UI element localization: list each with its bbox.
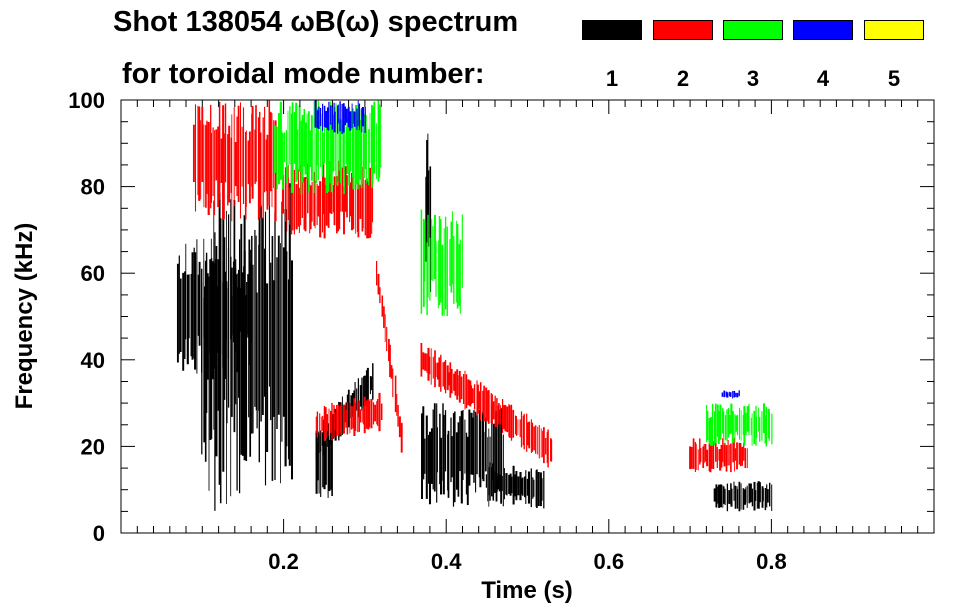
x-axis-ticks: 0.2 0.4 0.6 0.8 — [136, 100, 919, 574]
legend-swatch-mode-3 — [723, 20, 783, 40]
series-mode-2-feature-5 — [420, 343, 553, 468]
legend-swatch-mode-1 — [582, 20, 642, 40]
y-axis-ticks: 0 20 40 60 80 100 — [68, 88, 934, 546]
chart-title-line-2: for toroidal mode number: — [122, 58, 485, 90]
y-tick-label: 0 — [93, 521, 105, 546]
series-mode-1-feature-6 — [421, 403, 504, 507]
series-mode-4-feature-2 — [721, 390, 740, 399]
series-mode-3-feature-2 — [420, 209, 463, 317]
y-tick-label: 60 — [81, 261, 105, 286]
series-mode-2-feature-1 — [192, 100, 277, 222]
y-axis-label: Frequency (kHz) — [11, 223, 38, 410]
series-mode-2-feature-4 — [375, 261, 403, 453]
legend-label-mode-2: 2 — [676, 66, 690, 91]
x-axis-label: Time (s) — [481, 577, 573, 604]
series-mode-3 — [274, 100, 773, 447]
legend-label-mode-1: 1 — [605, 66, 619, 91]
legend-label-mode-5: 5 — [887, 66, 901, 91]
x-tick-label: 0.2 — [268, 549, 299, 574]
x-tick-label: 0.8 — [756, 549, 787, 574]
y-tick-label: 40 — [81, 348, 105, 373]
legend-swatch-mode-4 — [793, 20, 853, 40]
series-mode-3-feature-3 — [706, 403, 773, 447]
series-mode-3-feature-1 — [274, 100, 382, 195]
y-tick-label: 20 — [81, 434, 105, 459]
legend-swatch-mode-2 — [653, 20, 713, 40]
series-mode-1-feature-3 — [258, 183, 294, 486]
series-mode-1-feature-7 — [485, 462, 545, 509]
legend-swatch-mode-5 — [864, 20, 924, 40]
y-tick-label: 100 — [68, 88, 105, 113]
series-mode-1-feature-2 — [201, 187, 260, 511]
series-mode-1-feature-8 — [713, 481, 773, 512]
chart-title-line-1: Shot 138054 ωB(ω) spectrum — [113, 6, 519, 38]
legend-label-mode-4: 4 — [816, 66, 830, 91]
legend-label-mode-3: 3 — [746, 66, 760, 91]
y-tick-label: 80 — [81, 175, 105, 200]
series-mode-1 — [176, 133, 773, 512]
spectrogram-marks — [176, 100, 773, 512]
x-tick-label: 0.4 — [431, 549, 462, 574]
x-tick-label: 0.6 — [594, 549, 625, 574]
series-mode-2-feature-3 — [315, 392, 383, 441]
